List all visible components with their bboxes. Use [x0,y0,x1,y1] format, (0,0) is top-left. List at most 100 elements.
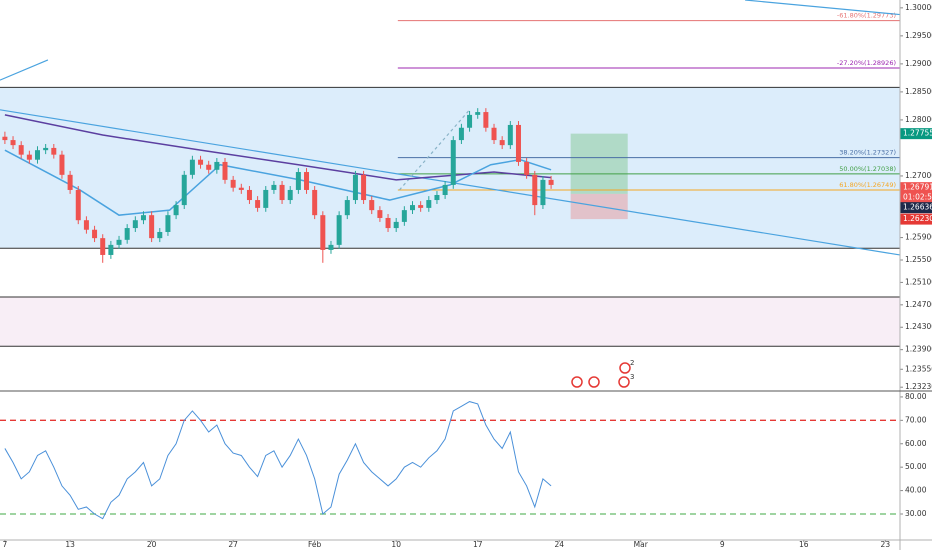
x-tick-label: Mar [634,540,649,549]
candle-body [10,140,16,146]
candle-body [336,215,342,245]
candle-body [67,174,73,190]
y-tick-label: 1.25100 [905,277,932,286]
candle-body [483,112,489,128]
moving-average [4,114,552,181]
y-tick-label: 1.24300 [905,322,932,331]
x-tick-label: 10 [391,540,401,549]
y-tick-label: 1.23550 [905,364,932,373]
candle-body [271,184,277,190]
candle-body [393,221,399,229]
fib-label: -27.20%(1.28926) [837,59,896,67]
candle-body [434,195,440,201]
candle-body [18,145,24,155]
candle-body [181,174,187,206]
candle-body [475,112,481,115]
candle-body [2,136,8,141]
price-badge [900,182,932,194]
candle-body [507,124,513,146]
candle-body [295,172,301,190]
price-badge-label: 1.26230 [903,214,932,223]
candle-body [320,215,326,250]
fib-label: 61.80%(1.26749) [839,181,896,189]
candle-body [238,187,244,190]
candle-body [287,189,293,201]
rsi-line [4,401,552,520]
candle-body [255,200,261,208]
x-tick-label: 7 [3,540,8,549]
candle-body [304,172,310,190]
candle-body [35,150,40,160]
candle-body [401,210,407,222]
candle-body [328,244,334,250]
trendline [0,109,900,256]
candle-body [100,238,106,255]
event-icon[interactable] [619,362,631,374]
candle-body [540,179,546,206]
candle-body [59,154,65,175]
candle-body [246,189,252,201]
candle-body [140,215,146,221]
fib-label: 50.00%(1.27038) [839,165,896,173]
price-badge [900,202,932,214]
rsi-tick-label: 50.00 [905,462,927,471]
fib-label: 38.20%(1.27327) [839,149,896,157]
candle-body [165,215,171,232]
event-icon[interactable] [618,376,630,388]
rsi-tick-label: 70.00 [905,415,927,424]
candle-body [279,184,285,201]
countdown: 01:02:59 [903,193,932,202]
candle-body [515,124,521,162]
candle-body [263,189,269,208]
y-tick-label: 1.28500 [905,87,932,96]
price-pane: -61.80%(1.29773) -27.20%(1.28926) 38.20%(1… [0,0,900,347]
candle-body [548,179,554,185]
event-icon[interactable] [571,376,583,388]
candle-body [344,200,350,216]
candle-body [83,220,89,230]
y-tick-label: 1.30000 [905,3,932,12]
axes: 1.30000 1.29500 1.29000 1.28500 1.28000 1.270… [3,3,932,549]
price-badge-label: 1.27755 [903,129,932,138]
event-count: 3 [630,373,634,381]
event-icon[interactable] [588,376,600,388]
candle-body [491,127,497,141]
fib-label: -61.80%(1.29773) [837,12,896,20]
candle-body [499,140,505,146]
price-badge-label: 1.26636 [903,203,932,212]
candle-body [361,174,367,201]
candle-body [149,215,155,239]
y-tick-label: 1.23900 [905,345,932,354]
rsi-tick-label: 60.00 [905,439,927,448]
y-tick-label: 1.25900 [905,233,932,242]
events: 2 3 [571,359,634,388]
rsi-tick-label: 30.00 [905,509,927,518]
y-tick-label: 1.28000 [905,115,932,124]
candle-body [116,239,122,245]
candle-body [524,161,530,175]
x-tick-label: 27 [228,540,238,549]
x-tick-label: 20 [147,540,157,549]
candle-body [410,205,415,211]
candle-body [26,154,32,160]
candle-body [467,114,473,128]
x-tick-label: Feb [308,540,322,549]
y-tick-label: 1.27000 [905,171,932,180]
candle-body [450,140,456,185]
y-tick-label: 1.29500 [905,31,932,40]
price-badge-label: 1.26791 [903,183,932,192]
candle-body [157,231,163,239]
candle-body [222,161,228,180]
candle-body [75,189,81,221]
price-badge [900,128,932,140]
countdown-badge [900,192,932,204]
y-tick-label: 1.25500 [905,255,932,264]
rsi-tick-label: 40.00 [905,486,927,495]
candle-body [132,220,138,229]
candle-body [442,184,448,195]
x-tick-label: 23 [881,540,891,549]
candle-body [377,210,383,218]
candle-body [230,179,236,188]
